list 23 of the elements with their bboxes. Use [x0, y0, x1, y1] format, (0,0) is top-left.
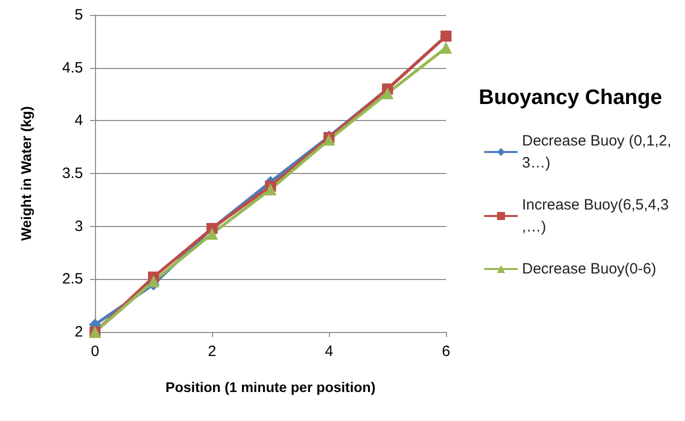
legend-title: Buoyancy Change — [478, 86, 662, 109]
x-tick-label: 4 — [324, 343, 334, 360]
x-tick-label: 2 — [208, 343, 216, 360]
legend-label: Decrease Buoy(0-6) — [522, 260, 656, 278]
x-tick-label: 6 — [442, 343, 450, 360]
y-axis-title: Weight in Water (kg) — [18, 106, 34, 241]
y-tick-label: 3 — [74, 218, 83, 235]
point — [323, 134, 335, 146]
y-tick-label: 2 — [74, 324, 83, 340]
y-tick-label: 5 — [74, 6, 83, 24]
y-tick-label: 3.5 — [62, 165, 83, 182]
x-tick-label: 0 — [90, 343, 100, 360]
point — [148, 275, 160, 288]
point — [382, 87, 394, 100]
point — [440, 42, 452, 54]
point — [206, 228, 218, 240]
y-tick-label: 4 — [74, 112, 83, 130]
legend-label: Decrease Buoy (0,1,2,3…) — [522, 132, 672, 172]
y-tick-label: 2.5 — [62, 270, 83, 288]
x-axis-title: Position (1 minute per position) — [166, 379, 376, 395]
y-tick-label: 4.5 — [62, 59, 83, 76]
point — [264, 183, 276, 196]
legend-label: Increase Buoy(6,5,4,3,…) — [522, 196, 669, 236]
